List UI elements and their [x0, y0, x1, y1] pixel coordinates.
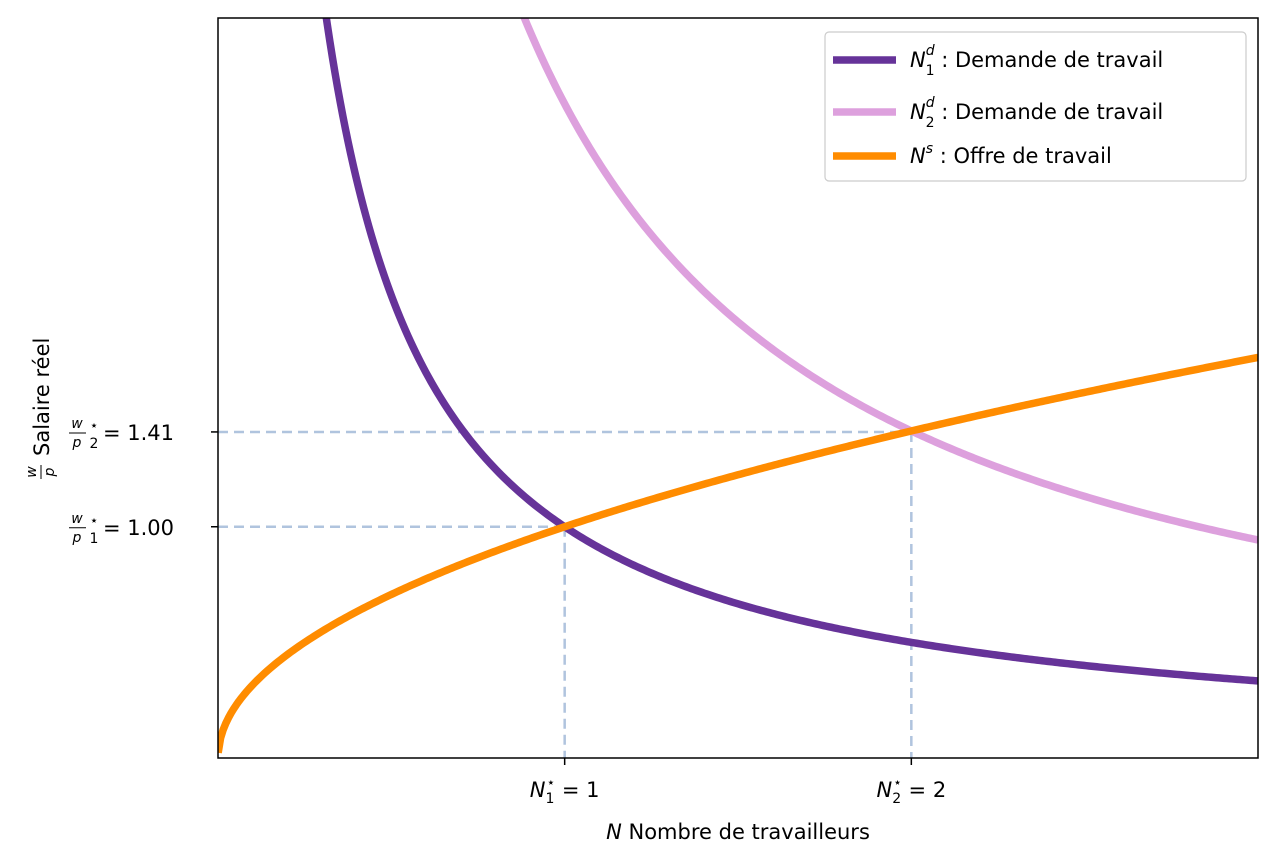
svg-text:p: p	[72, 530, 82, 546]
series-line-nd1	[322, 18, 1258, 685]
curves	[218, 18, 1258, 754]
legend: Nd 1 : Demande de travail Nd 2 : Demande de…	[824, 31, 1247, 182]
svg-text:⋆: ⋆	[90, 418, 99, 434]
svg-text:1: 1	[90, 531, 99, 547]
svg-text:2: 2	[90, 436, 99, 452]
svg-text:w: w	[71, 416, 83, 432]
y-axis-label-num: w	[24, 466, 40, 478]
legend-label-nd1: Nd 1 : Demande de travail	[910, 43, 1163, 79]
series-line-nd2	[520, 18, 1258, 544]
svg-text:p: p	[72, 435, 82, 451]
equilibrium-guides	[218, 430, 913, 758]
svg-text:⋆: ⋆	[90, 513, 99, 529]
legend-box	[824, 31, 1247, 182]
legend-label-nd2: Nd 2 : Demande de travail	[910, 95, 1163, 131]
y-tick-label-1: wp ⋆ 1 = 1.00	[69, 511, 174, 547]
y-axis-label-text: Salaire réel	[30, 338, 54, 456]
y-axis-label-den: p	[42, 467, 58, 477]
x-axis-ticks: N1⋆ = 1 N2⋆ = 2	[530, 758, 946, 807]
x-axis-label-var: N	[606, 820, 622, 844]
svg-text:= 1.41: = 1.41	[103, 421, 174, 445]
series-line-ns	[218, 353, 1258, 754]
x-tick-label-1: N1⋆ = 1	[530, 775, 600, 807]
x-axis-label: N Nombre de travailleurs	[606, 820, 870, 844]
legend-label-ns: Ns : Offre de travail	[910, 141, 1112, 168]
svg-text:w: w	[71, 511, 83, 527]
y-axis-label: w p Salaire réel	[24, 338, 58, 479]
svg-text:= 1.00: = 1.00	[103, 516, 174, 540]
y-tick-label-2: wp ⋆ 2 = 1.41	[69, 416, 174, 452]
x-axis-label-text: Nombre de travailleurs	[622, 820, 870, 844]
x-tick-label-2: N2⋆ = 2	[876, 775, 946, 807]
plot-frame	[217, 17, 1259, 759]
